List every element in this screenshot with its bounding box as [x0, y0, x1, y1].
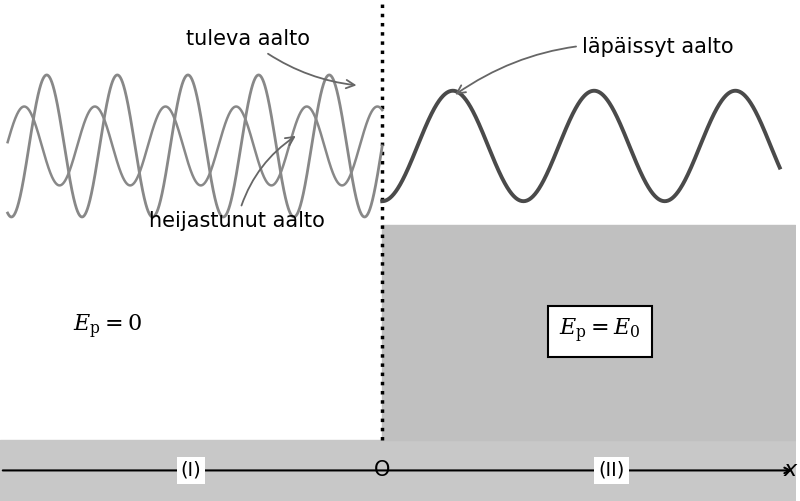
Text: heijastunut aalto: heijastunut aalto	[149, 137, 325, 231]
Text: $E_\mathrm{p} = 0$: $E_\mathrm{p} = 0$	[73, 313, 142, 342]
Text: $x$: $x$	[783, 460, 799, 480]
Text: tuleva aalto: tuleva aalto	[186, 30, 354, 88]
Text: (I): (I)	[181, 461, 202, 480]
Text: O: O	[374, 460, 390, 480]
Text: läpäissyt aalto: läpäissyt aalto	[457, 38, 734, 94]
Text: $E_\mathrm{p} = E_0$: $E_\mathrm{p} = E_0$	[559, 317, 641, 345]
Text: (II): (II)	[598, 461, 625, 480]
